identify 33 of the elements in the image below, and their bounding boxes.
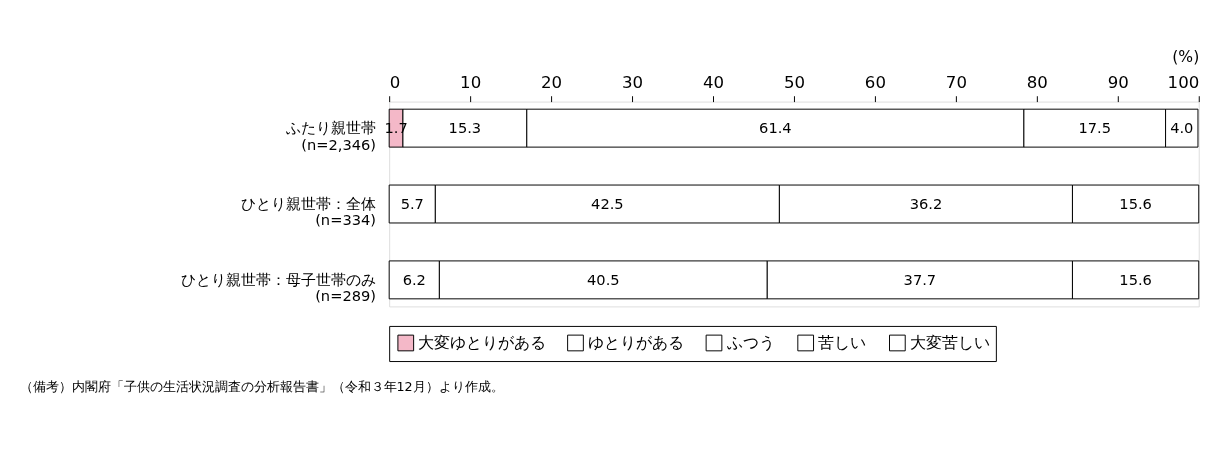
- x-tick-label: 90: [1107, 73, 1129, 93]
- x-axis-title: (%): [1172, 48, 1200, 67]
- legend-label: 苦しい: [818, 333, 867, 352]
- data-label: 15.6: [1119, 270, 1152, 288]
- data-label: 15.6: [1119, 194, 1152, 212]
- data-label: 37.7: [903, 270, 937, 288]
- x-tick-label: 60: [864, 73, 886, 93]
- data-label: 40.5: [587, 270, 620, 288]
- x-tick-label: 50: [783, 73, 806, 93]
- x-tick-label: 30: [621, 73, 644, 93]
- data-label: 6.2: [402, 270, 426, 288]
- x-tick-label: 100: [1167, 73, 1200, 93]
- legend-label: ゆとりがある: [588, 333, 685, 352]
- data-label: 5.7: [400, 194, 424, 212]
- data-label: 15.3: [448, 119, 482, 137]
- y-tick-label: ひとり親世帯：母子世帯のみ (n=289): [181, 270, 377, 305]
- legend-label: 大変ゆとりがある: [418, 333, 547, 352]
- x-tick-label: 40: [702, 73, 725, 93]
- x-tick-label: 80: [1026, 73, 1048, 93]
- x-tick-label: 70: [945, 73, 967, 93]
- y-tick-label: ひとり親世帯：全体 (n=334): [241, 194, 377, 229]
- data-label: 36.2: [909, 194, 943, 212]
- data-label: 17.5: [1078, 119, 1112, 137]
- x-tick-label: 0: [389, 73, 401, 93]
- text: （備考）内閣府「子供の生活状況調査の分析報告書」（令和３年12月）より作成。: [19, 378, 504, 394]
- x-tick-label: 10: [460, 73, 482, 93]
- legend-label: 大変苦しい: [910, 333, 991, 352]
- y-tick-label: ふたり親世帯 (n=2,346): [285, 119, 377, 153]
- x-tick-label: 20: [541, 73, 563, 93]
- data-label: 42.5: [591, 194, 624, 212]
- data-label: 61.4: [759, 119, 792, 137]
- legend-label: ふつう: [725, 333, 775, 352]
- data-label: 4.0: [1170, 119, 1194, 137]
